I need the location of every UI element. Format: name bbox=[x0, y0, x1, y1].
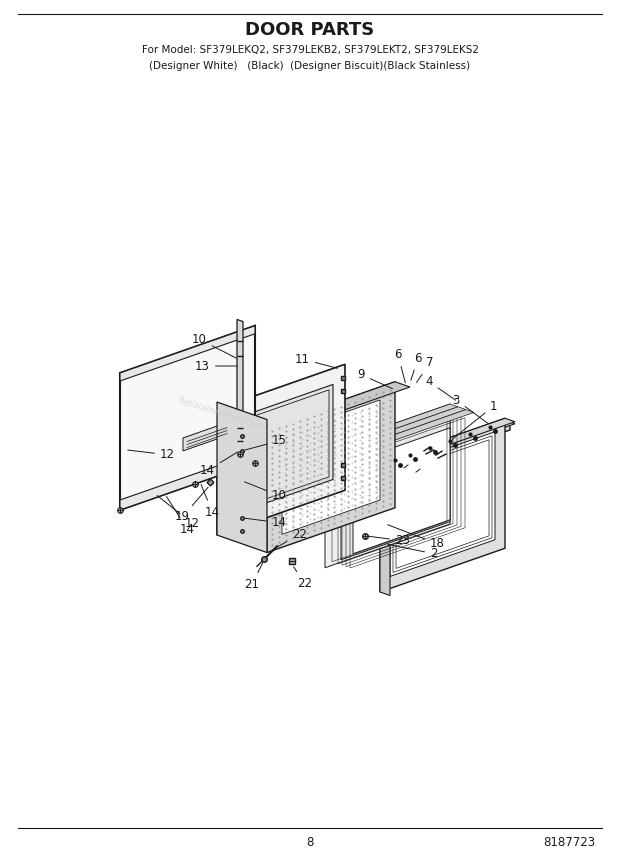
Polygon shape bbox=[120, 326, 255, 381]
Text: 4: 4 bbox=[425, 375, 456, 401]
Text: 14: 14 bbox=[200, 452, 237, 477]
Text: (Designer White)   (Black)  (Designer Biscuit)(Black Stainless): (Designer White) (Black) (Designer Biscu… bbox=[149, 61, 471, 71]
Text: 6: 6 bbox=[411, 352, 422, 380]
Polygon shape bbox=[120, 453, 255, 510]
Polygon shape bbox=[217, 365, 345, 535]
Polygon shape bbox=[325, 404, 458, 450]
Polygon shape bbox=[229, 384, 333, 516]
Text: 9: 9 bbox=[358, 368, 392, 389]
Text: 6: 6 bbox=[394, 348, 405, 383]
Polygon shape bbox=[390, 431, 495, 576]
Text: 21: 21 bbox=[244, 562, 263, 591]
Text: 22: 22 bbox=[293, 567, 312, 590]
Text: 13: 13 bbox=[195, 360, 237, 372]
Polygon shape bbox=[120, 326, 255, 510]
Polygon shape bbox=[390, 422, 515, 466]
Polygon shape bbox=[353, 428, 450, 554]
Polygon shape bbox=[217, 402, 267, 553]
Text: 12: 12 bbox=[128, 449, 175, 461]
Text: 10: 10 bbox=[192, 333, 236, 358]
Polygon shape bbox=[267, 382, 395, 553]
Polygon shape bbox=[183, 421, 230, 451]
Text: 8: 8 bbox=[306, 835, 314, 848]
Text: 1: 1 bbox=[452, 400, 497, 439]
Text: 10: 10 bbox=[244, 482, 287, 502]
Text: 7: 7 bbox=[417, 356, 434, 383]
Text: 2: 2 bbox=[388, 544, 438, 560]
Polygon shape bbox=[282, 400, 380, 534]
Polygon shape bbox=[237, 319, 243, 455]
Polygon shape bbox=[267, 382, 410, 431]
Polygon shape bbox=[380, 462, 390, 596]
Text: ReplacementParts.com: ReplacementParts.com bbox=[177, 395, 264, 431]
Text: 8187723: 8187723 bbox=[543, 835, 595, 848]
Polygon shape bbox=[390, 422, 510, 472]
Text: 3: 3 bbox=[453, 394, 488, 424]
Polygon shape bbox=[325, 404, 450, 568]
Text: DOOR PARTS: DOOR PARTS bbox=[246, 21, 374, 39]
Polygon shape bbox=[333, 407, 466, 454]
Text: 18: 18 bbox=[388, 525, 445, 550]
Text: 14: 14 bbox=[245, 516, 287, 529]
Text: 12: 12 bbox=[157, 496, 200, 530]
Text: 14: 14 bbox=[167, 496, 195, 536]
Text: 14: 14 bbox=[201, 484, 220, 519]
Text: 11: 11 bbox=[295, 353, 337, 368]
Text: 15: 15 bbox=[245, 434, 287, 450]
Text: For Model: SF379LEKQ2, SF379LEKB2, SF379LEKT2, SF379LEKS2: For Model: SF379LEKQ2, SF379LEKB2, SF379… bbox=[141, 45, 479, 55]
Polygon shape bbox=[380, 419, 505, 592]
Text: 23: 23 bbox=[368, 534, 410, 547]
Polygon shape bbox=[380, 419, 515, 466]
Text: 19: 19 bbox=[175, 487, 208, 524]
Polygon shape bbox=[341, 418, 450, 560]
Text: 22: 22 bbox=[277, 528, 307, 547]
Polygon shape bbox=[341, 410, 474, 456]
